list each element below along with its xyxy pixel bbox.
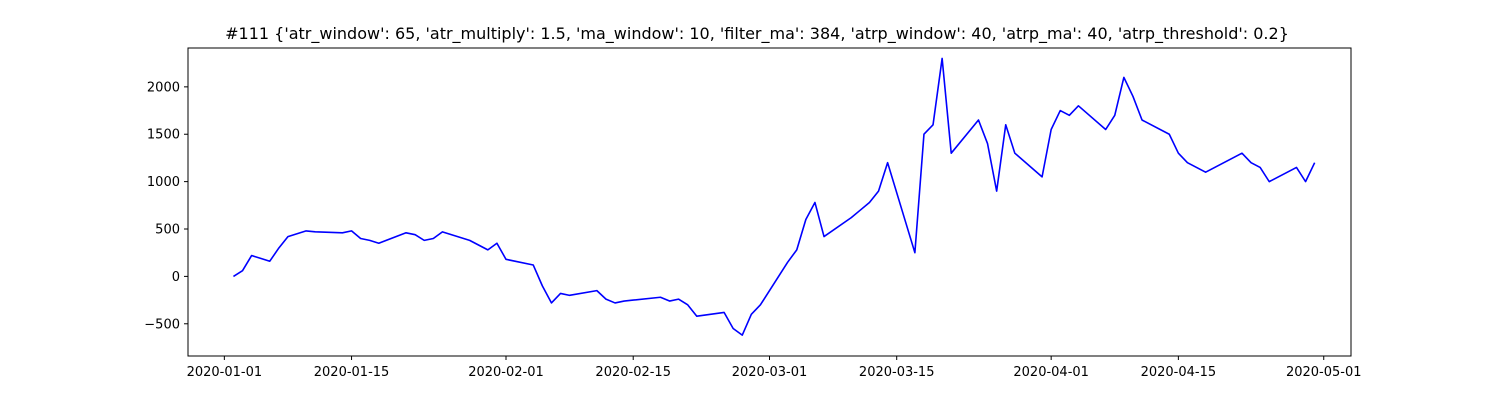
y-tick-label: 0 [172,270,180,285]
x-tick-label: 2020-04-15 [1141,365,1217,380]
y-tick-label: 2000 [147,80,180,95]
x-tick-label: 2020-01-01 [187,365,263,380]
x-tick-label: 2020-05-01 [1286,365,1362,380]
y-tick-label: 1500 [147,128,180,143]
y-tick-label: 500 [155,223,180,238]
chart-title: #111 {'atr_window': 65, 'atr_multiply': … [225,24,1289,44]
x-tick-label: 2020-04-01 [1013,365,1089,380]
x-tick-label: 2020-01-15 [314,365,390,380]
axis-layer: 2020-01-01 2020-01-15 2020-02-01 2020-02-15… [144,80,1361,380]
series-layer [233,57,1316,336]
plot-frame [187,47,1352,357]
x-tick-label: 2020-03-01 [732,365,808,380]
x-tick-label: 2020-02-15 [595,365,671,380]
x-tick-label: 2020-02-01 [468,365,544,380]
y-tick-label: −500 [144,317,180,332]
y-tick-label: 1000 [147,175,180,190]
x-tick-label: 2020-03-15 [859,365,935,380]
series-line-0 [233,57,1316,336]
plot-area [188,48,1351,356]
